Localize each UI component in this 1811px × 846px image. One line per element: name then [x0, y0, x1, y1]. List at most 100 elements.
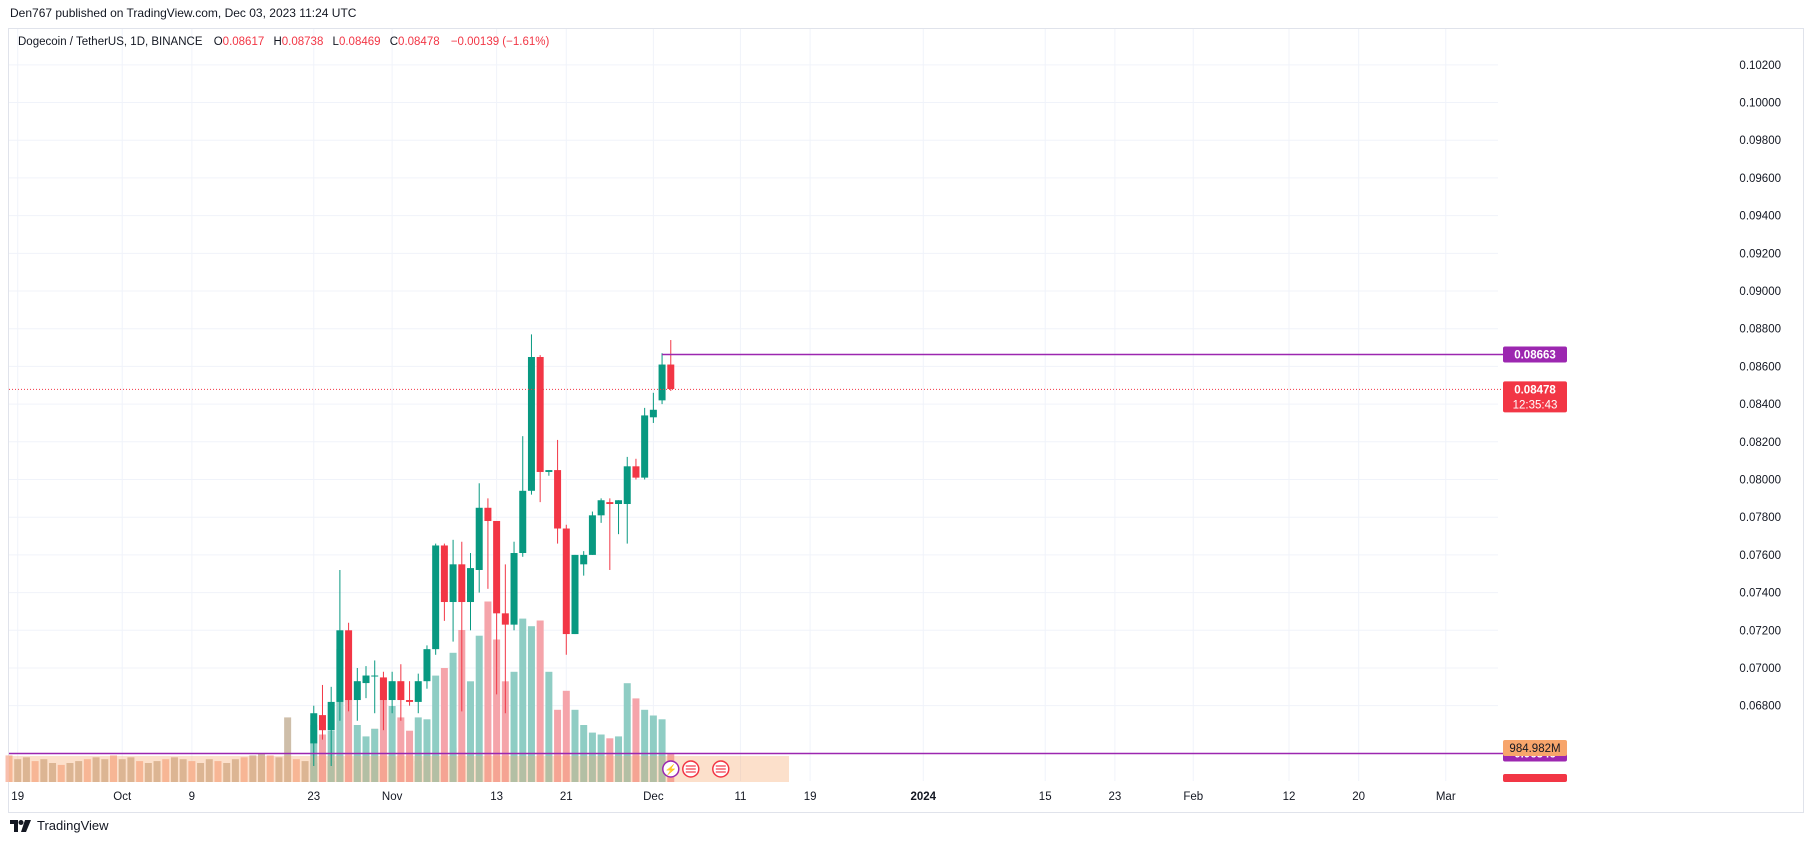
volume-bar [197, 763, 205, 782]
volume-bar [57, 764, 65, 782]
candle-body [371, 675, 379, 677]
candle-body [649, 409, 657, 418]
chart-legend: Dogecoin / TetherUS, 1D, BINANCE O0.0861… [18, 36, 549, 48]
volume-bar [14, 759, 22, 782]
volume-current-tag [1503, 774, 1567, 782]
candle-body [519, 490, 527, 554]
volume-bar [641, 709, 649, 782]
legend-symbol: Dogecoin / TetherUS, 1D, BINANCE [18, 36, 203, 48]
volume-bar [179, 759, 187, 782]
legend-close-value: 0.08478 [398, 36, 440, 48]
volume-bar [5, 755, 13, 782]
price-tick-label: 0.10000 [1739, 98, 1781, 110]
volume-bar [240, 757, 248, 782]
countdown-label: 12:35:43 [1513, 399, 1558, 411]
volume-bar [83, 759, 91, 782]
candle-body [353, 681, 361, 701]
candle-body [406, 700, 414, 702]
price-tick-label: 0.07000 [1739, 663, 1781, 675]
candle-body [432, 545, 440, 650]
time-tick-label: 19 [11, 791, 24, 803]
candle-body [414, 681, 422, 702]
candle-body [440, 545, 448, 603]
candle-body [615, 500, 623, 505]
candle-body [527, 356, 535, 491]
volume-bar [214, 761, 222, 782]
volume-bar [571, 709, 579, 782]
volume-bar [484, 601, 492, 782]
volume-bar [22, 757, 30, 782]
volume-ma-band [9, 756, 789, 782]
volume-bar [205, 759, 213, 782]
legend-change: −0.00139 (−1.61%) [451, 36, 550, 48]
volume-bar [75, 761, 83, 782]
legend-low-label: L [333, 36, 340, 48]
time-tick-label: 13 [490, 791, 503, 803]
candle-body [510, 553, 518, 625]
candle-body [588, 515, 596, 555]
legend-close-label: C [390, 36, 398, 48]
volume-bar [649, 715, 657, 782]
candle-body [310, 713, 318, 744]
volume-bar [153, 761, 161, 782]
grid-lines [9, 29, 1498, 781]
volume-bar [606, 738, 614, 782]
candle-body [667, 364, 675, 390]
volume-bar [92, 757, 100, 782]
price-tick-label: 0.07800 [1739, 512, 1781, 524]
legend-low-value: 0.08469 [339, 36, 381, 48]
time-tick-label: 9 [189, 791, 195, 803]
volume-bar [127, 757, 135, 782]
time-tick-label: Mar [1436, 791, 1456, 803]
level-price-label: 0.08663 [1514, 350, 1556, 362]
volume-bar [170, 757, 178, 782]
candle-body [623, 466, 631, 505]
volume-bar [597, 734, 605, 782]
time-axis: 19 Oct 9 23 Nov 13 21 Dec 11 19 2024 15 23 Feb 12 20 Mar [11, 791, 1456, 803]
candle-body [562, 528, 570, 635]
volume-bar [588, 732, 596, 782]
level-price-tag [1503, 346, 1567, 363]
candle-body [345, 630, 353, 701]
volume-bar [249, 755, 257, 782]
candle-body [388, 681, 396, 701]
volume-bar [501, 681, 509, 782]
volume-bar [292, 759, 300, 782]
last-price-label: 0.08478 [1514, 384, 1556, 396]
tradingview-logo[interactable]: TradingView [10, 818, 109, 833]
candle-body [475, 507, 483, 570]
price-tick-label: 0.08800 [1739, 324, 1781, 336]
candle-body [484, 507, 492, 521]
volume-bar [101, 759, 109, 782]
price-tick-label: 0.09600 [1739, 173, 1781, 185]
price-tick-label: 0.09400 [1739, 211, 1781, 223]
volume-bar [545, 671, 553, 782]
volume-bar [231, 759, 239, 782]
volume-bar [371, 728, 379, 782]
candle-body [658, 364, 666, 401]
volume-bar [440, 668, 448, 782]
candle-body [467, 568, 475, 603]
price-tick-label: 0.10200 [1739, 60, 1781, 72]
price-tick-label: 0.08200 [1739, 437, 1781, 449]
volume-bar [66, 763, 74, 782]
price-tick-label: 0.06800 [1739, 701, 1781, 713]
candle-body [397, 681, 405, 701]
volume-bar [554, 709, 562, 782]
candle-body [571, 554, 579, 635]
brand-name: TradingView [37, 818, 109, 833]
time-tick-label: 2024 [911, 791, 937, 803]
volume-bar [432, 675, 440, 782]
candle-body [580, 554, 588, 565]
publish-info: Den767 published on TradingView.com, Dec… [10, 6, 357, 20]
candle-body [536, 356, 544, 472]
volume-bar [388, 706, 396, 782]
volume-bar [318, 734, 326, 782]
candle-body [641, 415, 649, 478]
volume-bar [449, 652, 457, 782]
volume-bar [510, 671, 518, 782]
time-tick-label: Dec [643, 791, 664, 803]
legend-open-value: 0.08617 [223, 36, 265, 48]
